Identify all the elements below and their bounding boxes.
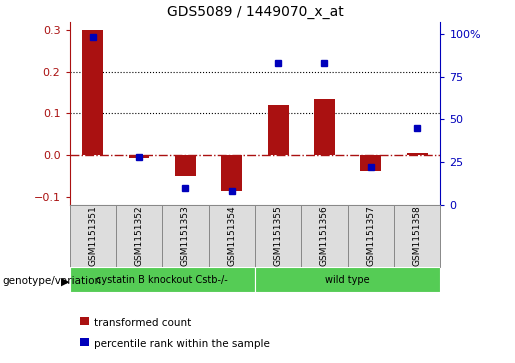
Bar bbox=[407, 154, 427, 155]
Bar bbox=[268, 105, 288, 155]
Text: GSM1151356: GSM1151356 bbox=[320, 205, 329, 266]
Text: GSM1151353: GSM1151353 bbox=[181, 205, 190, 266]
Text: percentile rank within the sample: percentile rank within the sample bbox=[94, 339, 270, 349]
FancyBboxPatch shape bbox=[116, 205, 162, 267]
Text: ▶: ▶ bbox=[61, 276, 70, 286]
Bar bbox=[129, 155, 149, 158]
FancyBboxPatch shape bbox=[255, 205, 301, 267]
FancyBboxPatch shape bbox=[70, 267, 255, 292]
Text: GSM1151357: GSM1151357 bbox=[366, 205, 375, 266]
FancyBboxPatch shape bbox=[348, 205, 394, 267]
FancyBboxPatch shape bbox=[70, 205, 116, 267]
FancyBboxPatch shape bbox=[255, 267, 440, 292]
Text: GSM1151354: GSM1151354 bbox=[227, 205, 236, 266]
Text: GSM1151355: GSM1151355 bbox=[273, 205, 283, 266]
FancyBboxPatch shape bbox=[162, 205, 209, 267]
Text: GSM1151358: GSM1151358 bbox=[413, 205, 422, 266]
Bar bbox=[314, 99, 335, 155]
Bar bbox=[360, 155, 381, 171]
FancyBboxPatch shape bbox=[394, 205, 440, 267]
FancyBboxPatch shape bbox=[209, 205, 255, 267]
Text: transformed count: transformed count bbox=[94, 318, 192, 328]
Bar bbox=[221, 155, 242, 191]
Text: cystatin B knockout Cstb-/-: cystatin B knockout Cstb-/- bbox=[96, 274, 228, 285]
Text: GSM1151352: GSM1151352 bbox=[134, 205, 144, 266]
Bar bbox=[82, 30, 103, 155]
Bar bbox=[175, 155, 196, 176]
Text: genotype/variation: genotype/variation bbox=[3, 276, 101, 286]
FancyBboxPatch shape bbox=[301, 205, 348, 267]
Title: GDS5089 / 1449070_x_at: GDS5089 / 1449070_x_at bbox=[166, 5, 344, 19]
Text: wild type: wild type bbox=[325, 274, 370, 285]
Text: GSM1151351: GSM1151351 bbox=[88, 205, 97, 266]
